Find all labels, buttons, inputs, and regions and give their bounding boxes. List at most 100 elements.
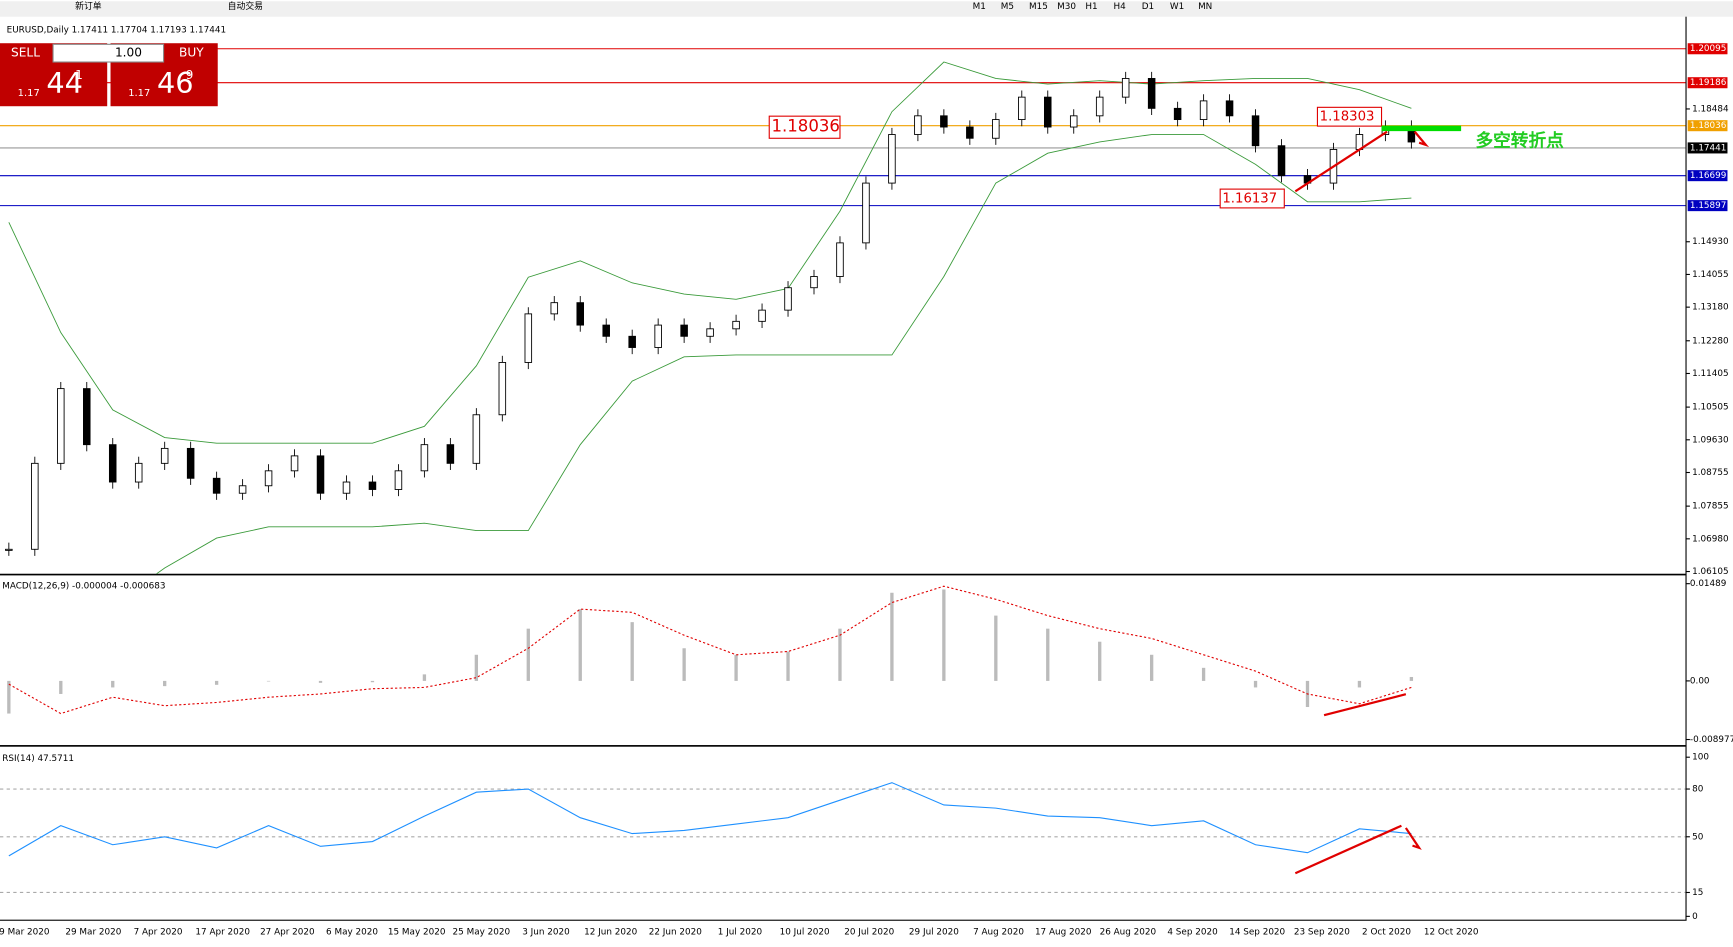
lot-input[interactable] [52,43,165,63]
date-label: 17 Apr 2020 [195,927,250,937]
toolbar-button[interactable]: 新订单 [75,0,102,12]
level-label-bg [1687,77,1728,89]
macd-bar [526,628,530,681]
timeframe-button[interactable]: M15 [1029,2,1048,12]
price-tick-label: 1.13180 [1692,303,1729,313]
candle [134,462,143,483]
macd-bar [838,628,842,681]
indicator-label: MACD(12,26,9) -0.000004 -0.000683 [2,581,165,591]
sell-label: SELL [11,46,40,60]
macd-bar [7,680,11,714]
candle [420,444,429,472]
candle [1173,107,1182,121]
candle [992,119,1000,139]
date-label: 7 Apr 2020 [134,927,183,937]
date-label: 4 Sep 2020 [1167,927,1218,937]
price-tick-label: 1.14055 [1692,270,1729,280]
candle [758,309,766,322]
indicator-label: RSI(14) 47.5711 [2,754,74,764]
macd-bar [578,609,582,681]
candle [83,388,91,446]
annotation-box [1219,188,1285,209]
annotation-text: 1.18036 [771,117,840,136]
candle [1043,96,1052,128]
timeframe-button[interactable]: H1 [1085,2,1097,12]
candle [862,182,870,244]
timeframe-button[interactable]: M5 [1001,2,1014,12]
price-prefix: 1.17 [128,88,150,99]
price-tick-label: 1.08755 [1692,468,1729,478]
date-label: 3 Jun 2020 [522,927,570,937]
candle [1225,100,1234,117]
price-prefix: 1.17 [18,88,40,99]
date-label: 17 Aug 2020 [1035,927,1092,937]
date-label: 29 Mar 2020 [65,927,121,937]
candle [914,115,922,135]
macd-bar [318,680,323,683]
bollinger-band [8,61,1412,444]
macd-bar [370,680,375,683]
candle [264,470,273,487]
candle [784,287,792,311]
arrow [1294,824,1402,875]
timeframe-button[interactable]: W1 [1170,2,1184,12]
rsi-tick-label: 0 [1692,912,1698,922]
candle [810,276,818,289]
level-label: 1.20095 [1690,44,1727,54]
macd-bar [214,680,219,685]
level-label-bg [1687,43,1728,55]
arrow [1323,693,1407,717]
candle [342,481,351,494]
candle [5,548,13,551]
timeframe-button[interactable]: M30 [1057,2,1076,12]
date-label: 2 Oct 2020 [1362,927,1411,937]
date-label: 23 Sep 2020 [1294,927,1350,937]
arrow [1413,130,1430,148]
macd-bar [1046,628,1050,681]
candle [1251,115,1260,147]
macd-bar [59,680,63,694]
price-tick-label: 1.14930 [1692,237,1729,247]
price-plot [5,61,1416,574]
arrow [1404,827,1422,850]
toolbar-button[interactable]: 自动交易 [228,0,263,12]
pane-border [0,573,1686,576]
timeframe-button[interactable]: M1 [973,2,986,12]
candle [654,324,662,348]
candle [550,302,559,315]
macd-bar [1409,676,1414,681]
price-tick-label: 1.06105 [1692,567,1729,577]
price-tick-label: 1.12280 [1692,336,1729,346]
candle [1121,78,1130,98]
date-label: 6 May 2020 [326,927,378,937]
candle [186,447,195,479]
timeframe-button[interactable]: MN [1198,2,1212,12]
macd-tick-label: -0.008977 [1690,735,1733,745]
macd-signal [8,585,1412,715]
candle [602,324,610,337]
timeframe-button[interactable]: D1 [1142,2,1154,12]
date-label: 15 May 2020 [388,927,446,937]
macd-bar [266,680,271,682]
timeframe-button[interactable]: H4 [1114,2,1127,12]
rsi-tick-label: 100 [1692,753,1709,763]
price-tick-label: 1.10505 [1692,403,1729,413]
candle [57,388,65,464]
candle [1095,96,1104,117]
level-label: 1.16699 [1690,171,1727,181]
candle [394,470,403,490]
toolbar [0,1,1733,17]
annotation-text: 多空转折点 [1475,130,1564,152]
annotation-text: 1.16137 [1222,192,1277,207]
pane-border [0,919,1686,921]
macd-bar [422,674,427,681]
bollinger-band [155,134,1412,574]
level-label: 1.15897 [1690,201,1727,211]
macd-tick-label: 0.00 [1690,676,1710,686]
macd-bar [682,648,686,681]
candle [680,324,688,337]
date-label: 14 Sep 2020 [1229,927,1285,937]
candle [316,455,325,494]
macd-bar [1253,680,1258,688]
